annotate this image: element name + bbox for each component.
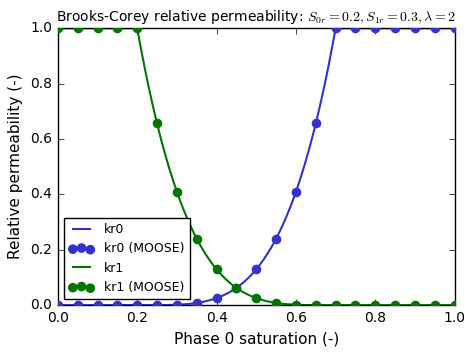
kr0: [443, 26, 449, 31]
kr1 (MOOSE): [94, 26, 101, 31]
kr0 (MOOSE): [193, 300, 201, 306]
kr0 (MOOSE): [332, 26, 339, 31]
kr1: [244, 292, 249, 296]
kr0: [270, 243, 275, 247]
kr0 (MOOSE): [392, 26, 399, 31]
kr0 (MOOSE): [411, 26, 419, 31]
kr0: [452, 26, 457, 31]
kr1 (MOOSE): [411, 302, 419, 308]
Line: kr0: kr0: [58, 28, 455, 305]
kr1 (MOOSE): [352, 302, 359, 308]
kr1: [443, 303, 449, 307]
kr1: [246, 293, 252, 297]
kr0 (MOOSE): [272, 236, 280, 241]
kr1: [452, 303, 457, 307]
kr0 (MOOSE): [74, 302, 82, 308]
Y-axis label: Relative permeability (-): Relative permeability (-): [9, 74, 23, 260]
kr1 (MOOSE): [272, 300, 280, 306]
kr0: [381, 26, 387, 31]
kr0 (MOOSE): [173, 302, 181, 307]
kr0 (MOOSE): [352, 26, 359, 31]
kr1 (MOOSE): [312, 302, 319, 308]
kr1 (MOOSE): [292, 302, 300, 307]
kr0: [55, 303, 61, 307]
kr0 (MOOSE): [292, 189, 300, 195]
kr1 (MOOSE): [74, 26, 82, 31]
kr0 (MOOSE): [114, 302, 121, 308]
kr1 (MOOSE): [173, 189, 181, 195]
kr1: [333, 303, 339, 307]
kr1 (MOOSE): [253, 295, 260, 301]
kr0 (MOOSE): [54, 302, 62, 308]
kr1 (MOOSE): [392, 302, 399, 308]
kr1 (MOOSE): [193, 236, 201, 241]
kr1 (MOOSE): [431, 302, 438, 308]
kr1 (MOOSE): [372, 302, 379, 308]
kr0: [246, 275, 252, 280]
kr0 (MOOSE): [431, 26, 438, 31]
kr1 (MOOSE): [133, 26, 141, 31]
kr1: [270, 300, 275, 305]
X-axis label: Phase 0 saturation (-): Phase 0 saturation (-): [173, 332, 339, 347]
kr1 (MOOSE): [153, 121, 161, 126]
kr0 (MOOSE): [372, 26, 379, 31]
kr0: [244, 278, 249, 282]
kr0 (MOOSE): [233, 285, 240, 291]
kr1 (MOOSE): [54, 26, 62, 31]
kr1 (MOOSE): [332, 302, 339, 308]
kr1 (MOOSE): [213, 267, 220, 272]
kr1 (MOOSE): [233, 285, 240, 291]
kr0 (MOOSE): [153, 302, 161, 308]
Title: Brooks-Corey relative permeability: $S_{0r}=0.2, S_{1r}=0.3, \lambda=2$: Brooks-Corey relative permeability: $S_{…: [56, 8, 456, 26]
kr0 (MOOSE): [213, 295, 220, 301]
Legend: kr0, kr0 (MOOSE), kr1, kr1 (MOOSE): kr0, kr0 (MOOSE), kr1, kr1 (MOOSE): [64, 218, 190, 299]
kr1: [291, 302, 297, 307]
kr1: [381, 303, 387, 307]
kr0 (MOOSE): [94, 302, 101, 308]
Line: kr1: kr1: [58, 28, 455, 305]
kr0 (MOOSE): [253, 267, 260, 272]
kr0: [333, 26, 339, 31]
kr0 (MOOSE): [451, 26, 458, 31]
kr0: [291, 195, 297, 199]
kr1: [55, 26, 61, 31]
kr0 (MOOSE): [133, 302, 141, 308]
kr0 (MOOSE): [312, 121, 319, 126]
kr1 (MOOSE): [114, 26, 121, 31]
kr1 (MOOSE): [451, 302, 458, 308]
